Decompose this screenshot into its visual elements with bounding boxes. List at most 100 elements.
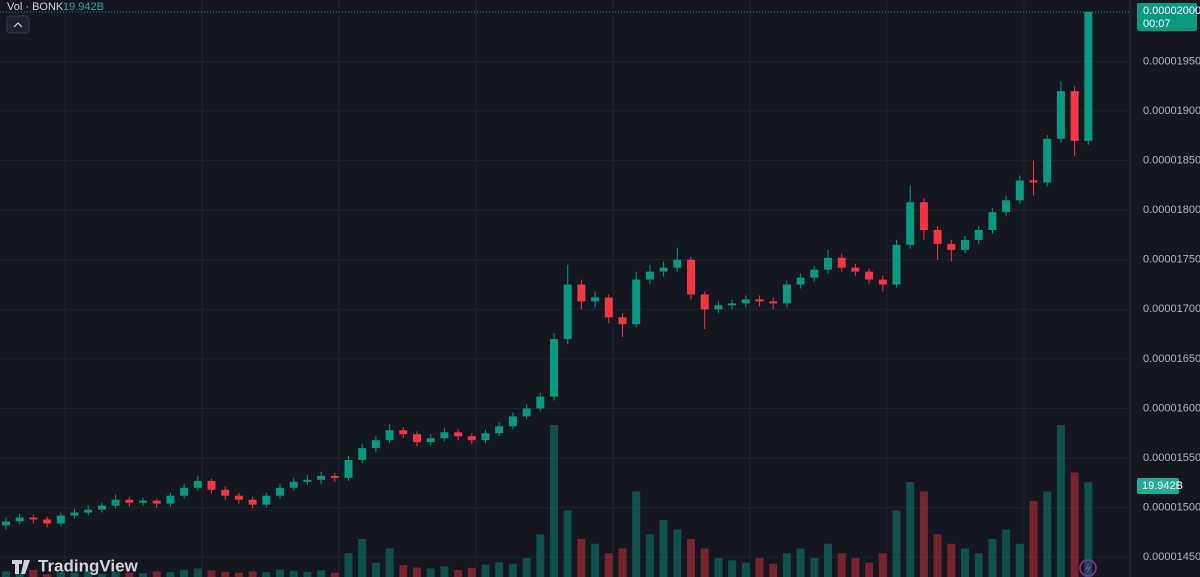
- y-tick-label: 0.00001800: [1143, 204, 1200, 216]
- candle-body: [344, 460, 353, 478]
- volume-bar: [193, 568, 202, 577]
- volume-bar: [851, 558, 860, 577]
- candle-body: [139, 500, 147, 503]
- volume-bar: [645, 534, 654, 577]
- volume-badge-text: 19.942B: [1142, 480, 1183, 492]
- volume-bar: [974, 553, 983, 577]
- candle-body: [29, 517, 38, 520]
- countdown: 00:07: [1143, 18, 1171, 30]
- volume-bar: [755, 558, 764, 577]
- volume-bar: [865, 562, 874, 577]
- candle-body: [358, 448, 367, 461]
- volume-bar: [892, 510, 901, 577]
- volume-bar: [111, 571, 120, 577]
- volume-bar: [248, 571, 257, 577]
- candle-body: [906, 202, 915, 245]
- last-price-badge: [1137, 3, 1197, 31]
- candle-body: [193, 480, 202, 488]
- volume-bar: [289, 570, 298, 577]
- candle-body: [618, 317, 627, 325]
- volume-bar: [358, 539, 367, 577]
- candle-body: [317, 475, 326, 480]
- candle-body: [536, 396, 545, 409]
- volume-bar: [371, 562, 380, 577]
- candle-body: [152, 500, 161, 504]
- volume-bar: [550, 425, 558, 577]
- volume-bar: [604, 553, 613, 577]
- y-tick-label: 0.00001600: [1143, 402, 1200, 414]
- candle-body: [1029, 180, 1038, 183]
- volume-bar: [180, 569, 189, 577]
- volume-bar: [1002, 529, 1011, 577]
- candle-body: [248, 499, 257, 505]
- candle-body: [522, 408, 531, 417]
- volume-bar: [495, 562, 504, 577]
- volume-bar: [741, 562, 750, 577]
- volume-bar: [84, 570, 93, 577]
- y-tick-label: 0.00001550: [1143, 452, 1200, 464]
- candle-body: [97, 505, 106, 510]
- volume-bar: [139, 573, 147, 577]
- volume-bar: [454, 569, 463, 577]
- lightning-button[interactable]: [1079, 559, 1097, 577]
- y-tick-label: 0.00001900: [1143, 105, 1200, 117]
- candle-body: [15, 517, 24, 522]
- volume-bar: [591, 543, 600, 577]
- candle-body: [2, 521, 10, 526]
- candle-body: [330, 475, 339, 478]
- candle-body: [84, 509, 93, 513]
- volume-bar: [317, 570, 326, 577]
- volume-bar: [166, 572, 175, 577]
- candle-body: [303, 479, 312, 482]
- volume-bar: [536, 534, 545, 577]
- volume-value: 19.942B: [63, 1, 104, 13]
- lightning-icon: [1085, 562, 1091, 574]
- volume-badge: [1137, 478, 1179, 494]
- candle-body: [481, 433, 490, 441]
- volume-bar: [125, 572, 134, 577]
- candle-body: [221, 489, 230, 496]
- last-price: 0.00002000: [1143, 5, 1200, 17]
- volume-bar: [413, 567, 421, 577]
- candle-body: [70, 512, 79, 516]
- volume-bar: [440, 566, 449, 577]
- volume-bar: [1070, 472, 1079, 577]
- volume-bar: [728, 560, 737, 577]
- candle-body: [56, 515, 65, 524]
- volume-bar: [577, 539, 586, 577]
- volume-bar: [207, 570, 216, 577]
- candle-body: [865, 271, 874, 280]
- volume-bar: [276, 569, 284, 577]
- volume-bar: [1043, 491, 1052, 577]
- volume-bar: [385, 548, 394, 577]
- candle-body: [837, 257, 846, 268]
- candle-body: [947, 243, 956, 250]
- volume-bar: [782, 553, 791, 577]
- volume-bar: [700, 548, 709, 577]
- candle-body: [577, 284, 586, 302]
- candle-body: [673, 259, 682, 268]
- candle-body: [180, 487, 189, 496]
- collapse-button[interactable]: [6, 15, 30, 34]
- candle-body: [769, 301, 778, 304]
- y-tick-label: 0.00001650: [1143, 353, 1200, 365]
- volume-bar: [262, 572, 271, 577]
- volume-bar: [221, 571, 230, 577]
- volume-bar: [70, 572, 79, 577]
- candle-body: [810, 269, 819, 278]
- volume-bar: [769, 563, 778, 577]
- volume-bar: [714, 558, 723, 577]
- candle-body: [495, 426, 504, 434]
- volume-bar: [234, 572, 243, 577]
- candle-body: [289, 481, 298, 488]
- volume-bar: [618, 548, 627, 577]
- volume-bar: [97, 573, 106, 577]
- brand-name: TradingView: [38, 556, 139, 575]
- candle-body: [1002, 200, 1011, 213]
- candle-body: [550, 339, 558, 397]
- candle-body: [755, 299, 764, 302]
- candle-body: [385, 430, 394, 441]
- candle-body: [714, 305, 723, 310]
- candle-body: [563, 284, 572, 340]
